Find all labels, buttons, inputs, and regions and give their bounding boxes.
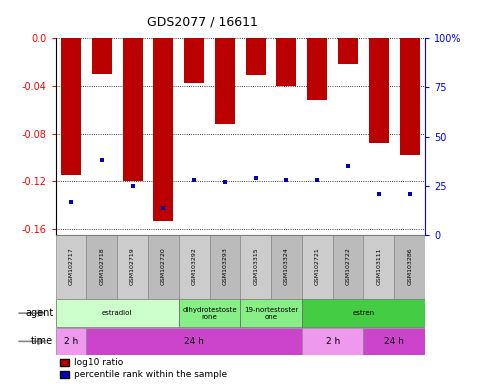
Bar xyxy=(210,235,240,299)
Text: time: time xyxy=(31,336,53,346)
Text: agent: agent xyxy=(25,308,53,318)
Bar xyxy=(333,235,364,299)
Bar xyxy=(153,38,173,221)
Text: GDS2077 / 16611: GDS2077 / 16611 xyxy=(147,15,258,28)
Text: 2 h: 2 h xyxy=(326,337,340,346)
Bar xyxy=(86,235,117,299)
Bar xyxy=(92,38,112,74)
Text: GSM103324: GSM103324 xyxy=(284,247,289,285)
Bar xyxy=(246,38,266,75)
Bar xyxy=(369,38,389,143)
Bar xyxy=(56,300,179,327)
Bar xyxy=(240,300,302,327)
Bar xyxy=(240,235,271,299)
Bar xyxy=(399,38,420,155)
Text: GSM102720: GSM102720 xyxy=(161,247,166,285)
Text: GSM102718: GSM102718 xyxy=(99,247,104,285)
Bar xyxy=(148,235,179,299)
Text: 19-nortestoster
one: 19-nortestoster one xyxy=(244,307,298,319)
Text: 24 h: 24 h xyxy=(184,337,204,346)
Bar xyxy=(184,38,204,83)
Text: GSM103293: GSM103293 xyxy=(222,247,227,285)
Bar xyxy=(179,235,210,299)
Text: GSM102717: GSM102717 xyxy=(69,247,73,285)
Bar xyxy=(56,328,86,355)
Bar xyxy=(394,235,425,299)
Bar xyxy=(271,235,302,299)
Bar xyxy=(215,38,235,124)
Text: GSM103286: GSM103286 xyxy=(407,247,412,285)
Text: GSM103111: GSM103111 xyxy=(376,247,382,285)
Bar xyxy=(302,328,364,355)
Bar xyxy=(307,38,327,100)
Bar xyxy=(56,235,86,299)
Bar xyxy=(123,38,142,182)
Bar xyxy=(179,300,240,327)
Bar xyxy=(117,235,148,299)
Text: 2 h: 2 h xyxy=(64,337,78,346)
Bar xyxy=(276,38,297,86)
Text: GSM102721: GSM102721 xyxy=(315,247,320,285)
Bar xyxy=(338,38,358,64)
Bar xyxy=(302,300,425,327)
Text: GSM103292: GSM103292 xyxy=(192,247,197,285)
Text: estren: estren xyxy=(353,310,374,316)
Text: log10 ratio: log10 ratio xyxy=(74,358,123,367)
Text: GSM102722: GSM102722 xyxy=(345,247,351,285)
Bar xyxy=(61,38,81,175)
Bar xyxy=(364,328,425,355)
Text: estradiol: estradiol xyxy=(102,310,132,316)
Text: GSM103315: GSM103315 xyxy=(253,247,258,285)
Text: GSM102719: GSM102719 xyxy=(130,247,135,285)
Bar xyxy=(364,235,394,299)
Bar xyxy=(302,235,333,299)
Text: percentile rank within the sample: percentile rank within the sample xyxy=(74,370,227,379)
Text: dihydrotestoste
rone: dihydrotestoste rone xyxy=(182,307,237,319)
Bar xyxy=(86,328,302,355)
Text: 24 h: 24 h xyxy=(384,337,404,346)
